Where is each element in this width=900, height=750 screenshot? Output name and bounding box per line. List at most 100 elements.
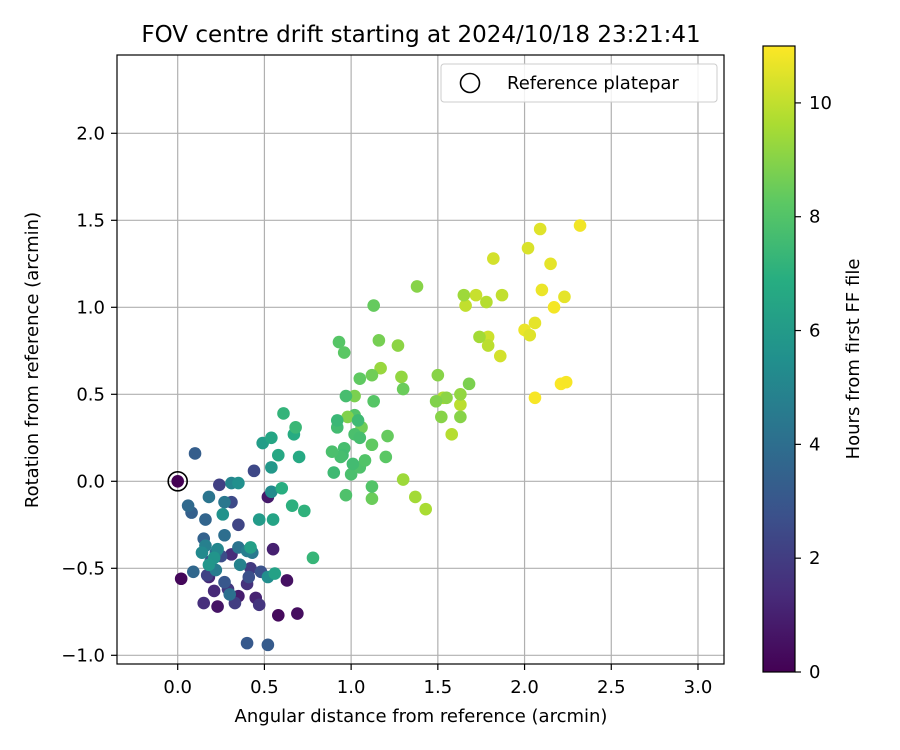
data-point: [410, 280, 424, 293]
data-point: [265, 485, 278, 499]
data-point: [275, 481, 289, 495]
data-point: [277, 407, 290, 420]
y-tick-label: 2.0: [76, 123, 105, 144]
y-tick-label: 1.0: [76, 297, 105, 318]
data-point: [202, 558, 216, 572]
data-point: [271, 448, 285, 462]
data-point: [289, 421, 302, 434]
y-tick-label: −0.5: [61, 558, 105, 579]
data-point: [351, 414, 365, 427]
data-point: [339, 389, 353, 403]
data-point: [266, 542, 280, 556]
data-point: [367, 299, 380, 312]
data-point: [197, 596, 211, 610]
colorbar-tick-label: 8: [809, 207, 820, 228]
data-point: [240, 636, 254, 650]
data-point: [344, 468, 358, 481]
data-point: [218, 495, 231, 509]
data-point: [528, 391, 542, 405]
axis-ticks: 0.0 0.5 1.0 1.5 2.0 2.5 3.0 −1.0 −0.5 0.0 0.5 1.0 1.…: [61, 123, 712, 698]
reference-platepar-marker: [167, 470, 188, 492]
colorbar-tick-label: 6: [809, 321, 820, 342]
data-point: [181, 499, 195, 512]
data-point: [232, 518, 245, 532]
colorbar-tick-label: 10: [809, 93, 832, 114]
data-point: [268, 567, 282, 580]
y-axis-label: Rotation from reference (arcmin): [22, 212, 43, 508]
colorbar-ticks: 0 2 4 6 8 10: [795, 93, 832, 683]
data-point: [223, 588, 237, 601]
chart-title: FOV centre drift starting at 2024/10/18 …: [141, 22, 700, 48]
data-point: [327, 466, 341, 479]
data-point: [339, 488, 353, 502]
legend-entry-reference-platepar: Reference platepar: [507, 73, 679, 94]
data-point: [187, 565, 200, 579]
grid: [117, 55, 724, 664]
data-point: [372, 334, 386, 347]
plot-area-frame: [116, 54, 725, 665]
data-point: [199, 513, 212, 526]
data-point: [252, 513, 266, 526]
data-point: [266, 513, 280, 526]
data-point: [207, 584, 221, 598]
data-point: [280, 574, 294, 587]
data-point: [473, 330, 486, 344]
x-tick-label: 0.0: [163, 677, 192, 698]
data-point: [265, 431, 278, 445]
data-point: [547, 301, 561, 314]
data-point: [381, 429, 394, 443]
data-point: [454, 388, 467, 401]
data-point: [213, 478, 226, 492]
data-point: [429, 394, 443, 408]
data-point: [265, 461, 278, 474]
data-point: [480, 295, 493, 309]
data-point: [396, 473, 410, 486]
data-point: [332, 335, 346, 349]
colorbar: 0 2 4 6 8 10 Hours from first FF file: [762, 45, 864, 683]
data-point: [174, 572, 188, 586]
data-point: [440, 391, 453, 405]
y-tick-label: −1.0: [61, 645, 105, 666]
data-point: [431, 368, 445, 382]
data-point: [252, 598, 266, 612]
data-point: [195, 546, 209, 559]
data-point: [365, 368, 379, 382]
data-point: [202, 490, 216, 504]
x-tick-label: 1.0: [337, 677, 366, 698]
x-tick-label: 0.5: [250, 677, 279, 698]
data-point: [462, 377, 476, 391]
data-point: [211, 600, 224, 613]
data-point: [365, 438, 379, 452]
data-point: [330, 414, 344, 427]
data-point: [271, 608, 285, 622]
x-tick-label: 2.5: [597, 677, 626, 698]
data-point: [365, 480, 379, 493]
data-point: [365, 492, 379, 506]
data-point: [391, 339, 405, 352]
data-point: [306, 551, 320, 565]
data-point: [218, 575, 231, 589]
data-point: [218, 528, 231, 542]
data-point: [454, 410, 467, 424]
data-point: [242, 570, 256, 584]
data-points: [171, 219, 587, 652]
data-point: [337, 346, 351, 359]
data-point: [292, 450, 306, 464]
data-point: [261, 638, 275, 652]
data-point: [298, 504, 311, 518]
data-point: [367, 394, 380, 408]
data-point: [535, 283, 549, 297]
data-point: [379, 450, 393, 464]
data-point: [487, 252, 500, 265]
data-point: [396, 382, 410, 396]
x-tick-label: 3.0: [684, 677, 713, 698]
data-point: [481, 339, 495, 352]
data-point: [533, 222, 547, 236]
data-point: [358, 454, 372, 467]
data-point: [544, 257, 557, 271]
legend-circle-icon: [459, 72, 481, 94]
data-point: [481, 330, 495, 344]
data-point: [493, 349, 507, 363]
data-point: [233, 558, 247, 572]
